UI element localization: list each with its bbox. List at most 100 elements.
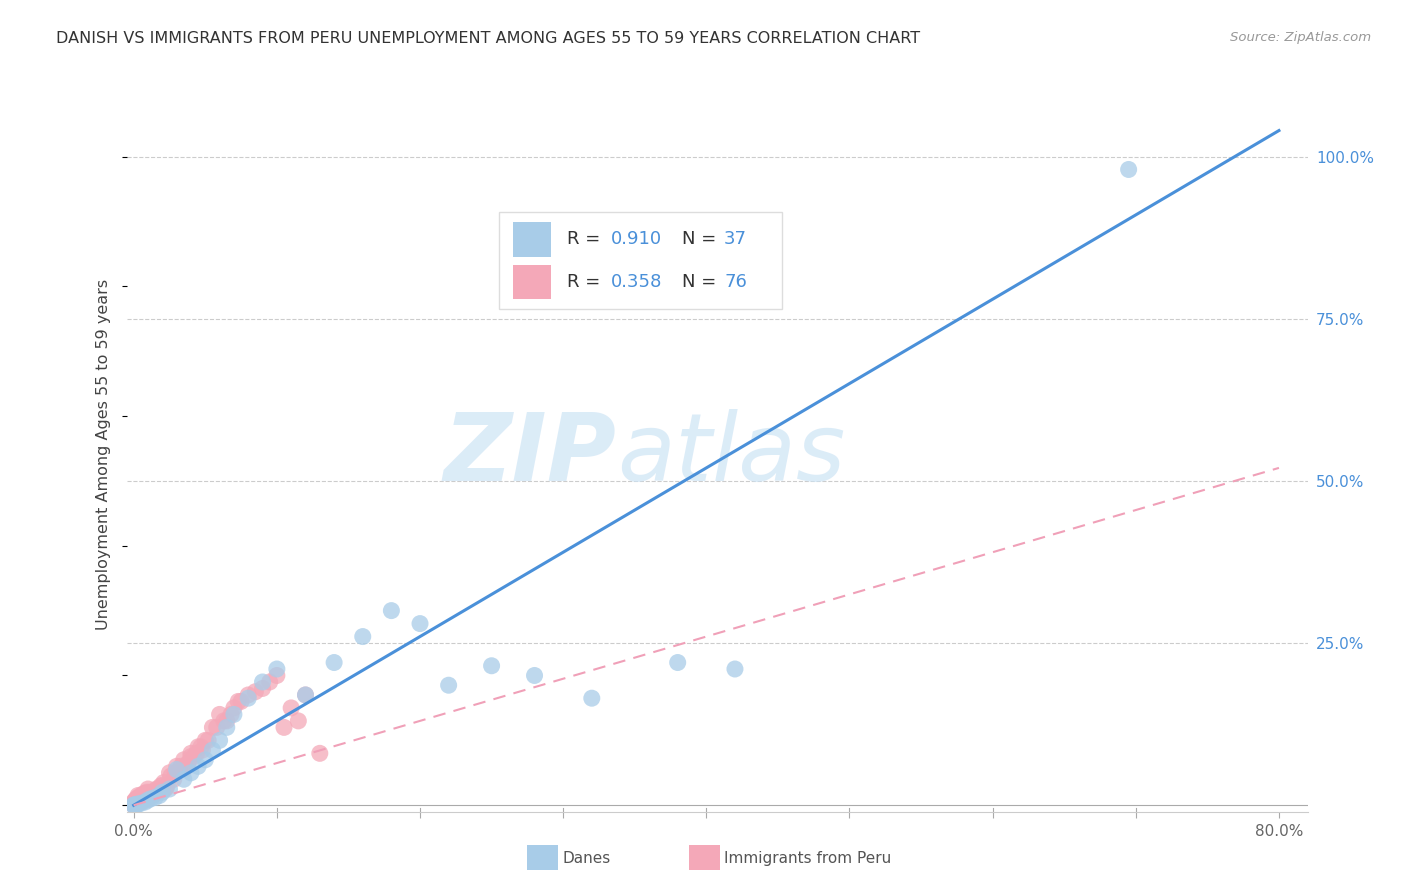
- Text: N =: N =: [682, 273, 721, 291]
- Point: [125, 798, 148, 813]
- Point: [437, 678, 460, 692]
- Point: [212, 714, 235, 728]
- Point: [190, 739, 212, 754]
- Point: [122, 797, 145, 811]
- Point: [150, 785, 173, 799]
- Point: [222, 701, 245, 715]
- Point: [523, 668, 546, 682]
- Point: [226, 694, 249, 708]
- Point: [201, 720, 224, 734]
- Point: [129, 797, 152, 811]
- Point: [156, 780, 179, 794]
- Text: 0.910: 0.910: [610, 230, 662, 248]
- Point: [245, 684, 267, 698]
- Point: [124, 797, 146, 812]
- Point: [131, 794, 153, 808]
- Point: [266, 662, 288, 676]
- Point: [177, 756, 200, 770]
- Point: [142, 788, 165, 802]
- Point: [125, 796, 148, 810]
- Point: [125, 791, 148, 805]
- Point: [160, 769, 183, 783]
- Point: [481, 658, 503, 673]
- Point: [124, 794, 146, 808]
- Text: N =: N =: [682, 230, 721, 248]
- Point: [215, 720, 238, 734]
- Point: [581, 691, 603, 706]
- Point: [308, 747, 330, 761]
- Point: [122, 798, 145, 813]
- Point: [124, 793, 146, 807]
- Y-axis label: Unemployment Among Ages 55 to 59 years: Unemployment Among Ages 55 to 59 years: [96, 279, 111, 631]
- Point: [273, 720, 295, 734]
- Point: [266, 668, 288, 682]
- FancyBboxPatch shape: [499, 212, 782, 309]
- Point: [152, 775, 174, 789]
- Point: [194, 753, 217, 767]
- Point: [238, 688, 260, 702]
- Point: [294, 688, 316, 702]
- Point: [180, 749, 202, 764]
- Point: [128, 793, 150, 807]
- Point: [191, 743, 214, 757]
- Point: [1118, 162, 1140, 177]
- Point: [409, 616, 432, 631]
- Point: [136, 793, 159, 807]
- Point: [166, 759, 188, 773]
- Bar: [513, 265, 551, 300]
- Point: [139, 789, 162, 803]
- Point: [136, 791, 159, 805]
- Point: [122, 798, 145, 813]
- Text: 76: 76: [724, 273, 747, 291]
- Point: [127, 789, 149, 803]
- Point: [150, 779, 173, 793]
- Point: [222, 707, 245, 722]
- Point: [132, 790, 155, 805]
- Point: [169, 763, 191, 777]
- Point: [229, 694, 252, 708]
- Point: [159, 765, 181, 780]
- Point: [352, 630, 374, 644]
- Point: [138, 785, 160, 799]
- Point: [724, 662, 747, 676]
- Point: [122, 798, 145, 813]
- Point: [208, 707, 231, 722]
- Point: [194, 733, 217, 747]
- Point: [124, 798, 146, 813]
- Point: [129, 789, 152, 803]
- Point: [135, 785, 157, 799]
- Bar: [513, 222, 551, 257]
- Point: [153, 782, 176, 797]
- Point: [148, 784, 170, 798]
- Point: [280, 701, 302, 715]
- Text: Source: ZipAtlas.com: Source: ZipAtlas.com: [1230, 31, 1371, 45]
- Point: [238, 691, 260, 706]
- Point: [146, 782, 169, 797]
- Point: [180, 765, 202, 780]
- Point: [125, 797, 148, 811]
- Point: [208, 733, 231, 747]
- Point: [183, 749, 205, 764]
- Point: [287, 714, 309, 728]
- Point: [323, 656, 346, 670]
- Point: [131, 791, 153, 805]
- Point: [180, 747, 202, 761]
- Text: atlas: atlas: [617, 409, 845, 500]
- Point: [173, 753, 195, 767]
- Point: [127, 797, 149, 811]
- Text: Immigrants from Peru: Immigrants from Peru: [724, 851, 891, 865]
- Point: [129, 795, 152, 809]
- Text: Danes: Danes: [562, 851, 610, 865]
- Point: [148, 789, 170, 803]
- Point: [135, 787, 157, 801]
- Point: [143, 790, 166, 805]
- Point: [122, 795, 145, 809]
- Point: [128, 791, 150, 805]
- Text: 37: 37: [724, 230, 747, 248]
- Point: [165, 765, 187, 780]
- Point: [252, 675, 274, 690]
- Point: [197, 733, 219, 747]
- Point: [136, 782, 159, 797]
- Point: [173, 772, 195, 787]
- Point: [259, 675, 281, 690]
